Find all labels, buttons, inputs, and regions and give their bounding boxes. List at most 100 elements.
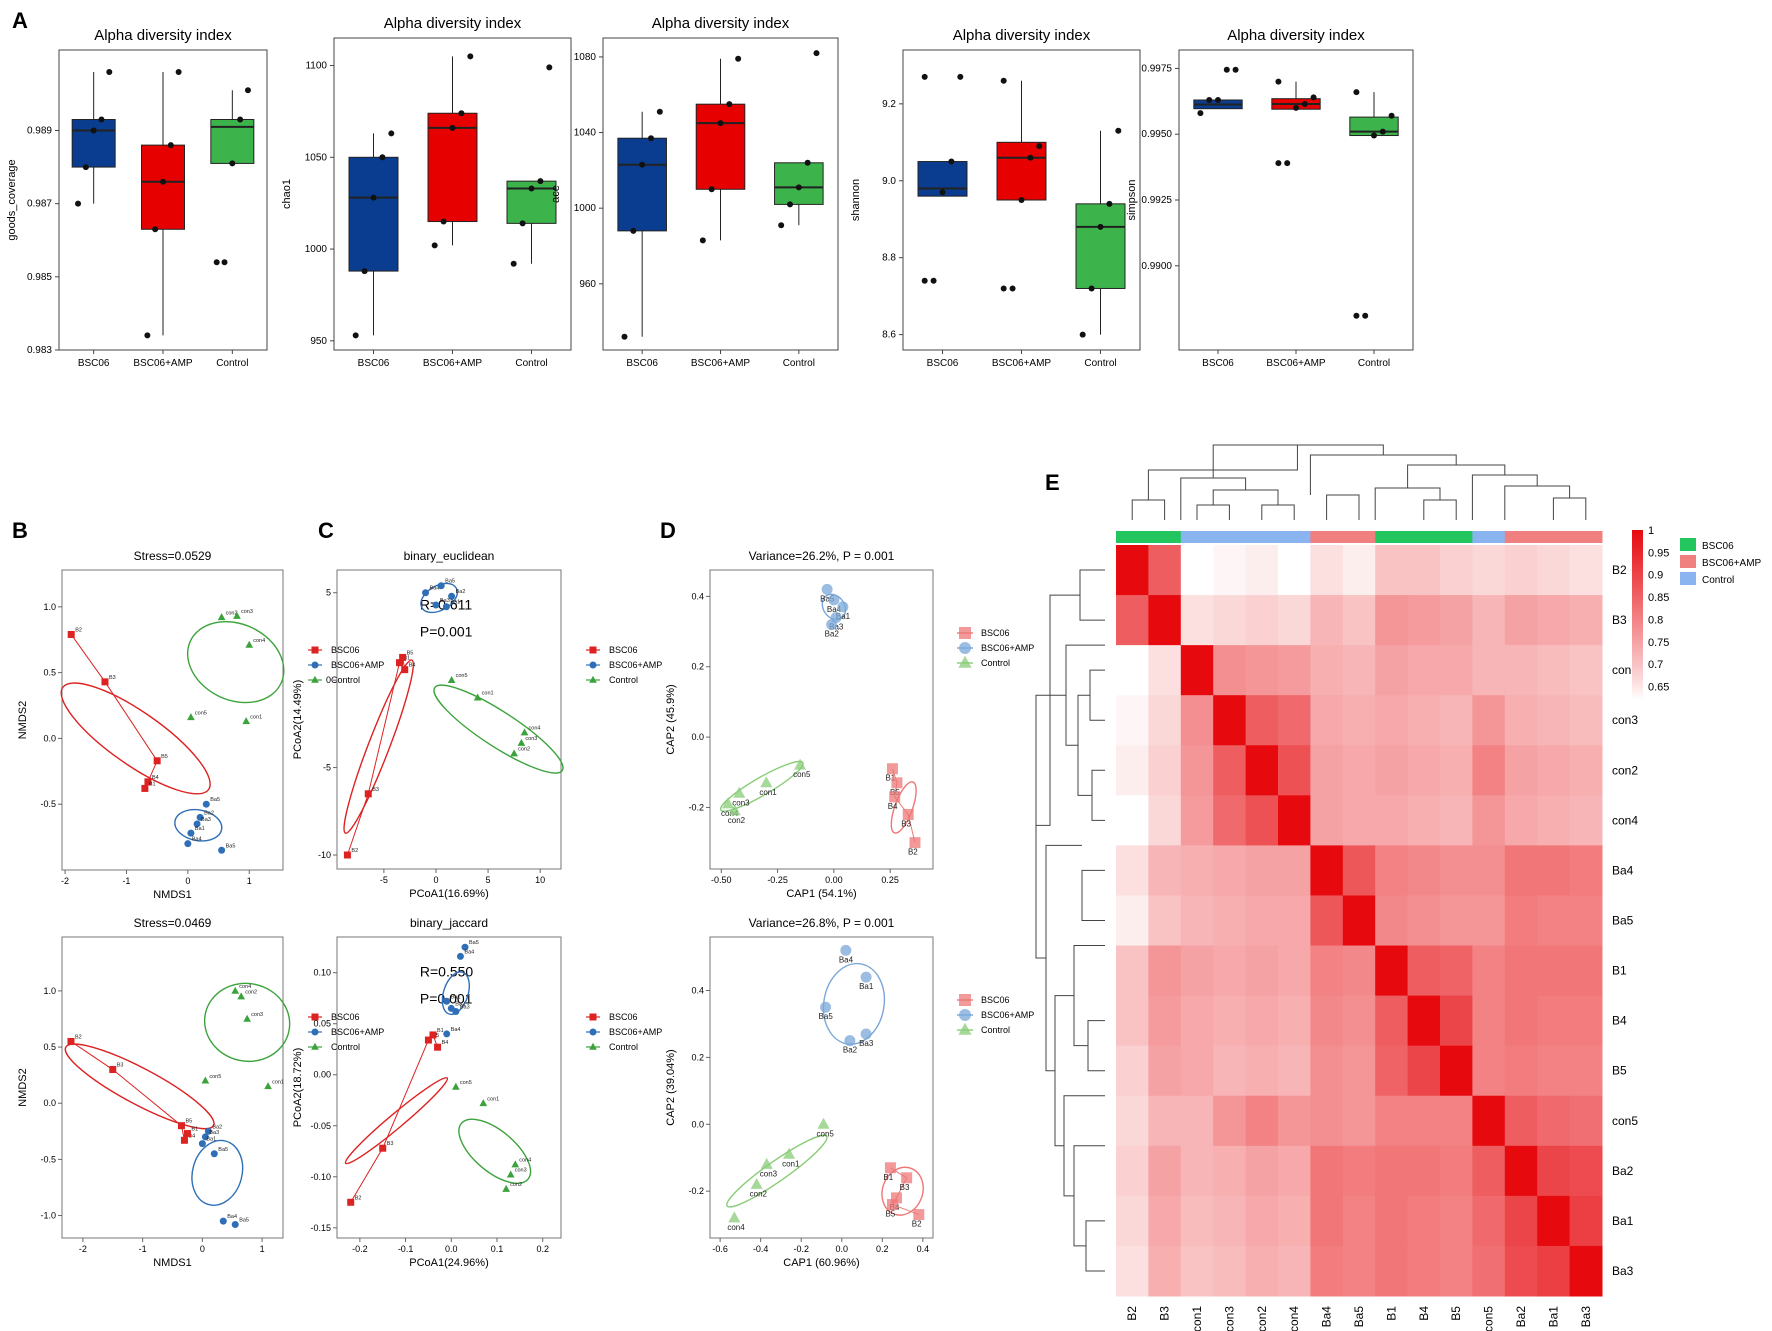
heatmap-cell <box>1504 795 1538 846</box>
heatmap-cell <box>1180 895 1214 947</box>
column-dendrogram-branch <box>1407 464 1506 488</box>
legend-label: Control <box>331 675 360 685</box>
row-label: Ba4 <box>1612 863 1634 877</box>
column-dendrogram-branch <box>1423 499 1457 520</box>
confidence-ellipse <box>186 620 285 704</box>
point-square <box>886 1199 898 1211</box>
heatmap-cell <box>1537 945 1571 997</box>
point-square <box>67 630 75 638</box>
data-point <box>1018 197 1025 203</box>
confidence-ellipse <box>726 1134 828 1208</box>
heatmap-cell <box>1180 1095 1214 1147</box>
row-label: con1 <box>1612 663 1638 677</box>
heatmap-cell <box>1148 645 1182 696</box>
column-label: con2 <box>1255 1306 1269 1331</box>
heatmap-cell <box>1569 1195 1603 1247</box>
point-label: Ba1 <box>450 600 460 606</box>
x-tick-label: 0.1 <box>491 1244 504 1254</box>
heatmap-cell <box>1375 595 1409 646</box>
heatmap-cell <box>1407 1245 1441 1297</box>
y-tick-label: 0.2 <box>691 662 704 672</box>
point-label: con1 <box>759 788 777 797</box>
legend-label: Control <box>981 658 1010 668</box>
heatmap-cell <box>1407 595 1441 646</box>
heatmap-cell <box>1148 995 1182 1047</box>
heatmap-cell <box>1440 545 1473 596</box>
heatmap-cell <box>1310 1045 1344 1097</box>
y-tick-label: -1.0 <box>40 1211 56 1221</box>
heatmap-cell <box>1472 1045 1506 1097</box>
data-point <box>939 189 946 196</box>
point-circle <box>821 583 833 595</box>
heatmap-cell <box>1213 545 1247 596</box>
point-circle <box>844 1035 856 1047</box>
legend-label: Control <box>1702 575 1734 586</box>
panel-label-c: C <box>318 518 334 543</box>
column-dendrogram-branch <box>1147 445 1298 500</box>
x-tick-label: 10 <box>535 875 545 885</box>
column-dendrogram-branch <box>1309 454 1457 495</box>
row-label: con4 <box>1612 813 1638 827</box>
point-label: Ba2 <box>455 1001 465 1007</box>
row-label: Ba3 <box>1612 1264 1634 1278</box>
heatmap-cell <box>1440 1195 1473 1247</box>
heatmap-cell <box>1116 1045 1149 1097</box>
data-point <box>167 142 174 149</box>
data-point <box>647 135 654 142</box>
point-label: B3 <box>901 819 911 828</box>
x-tick-label: BSC06+AMP <box>133 358 193 369</box>
heatmap-cell <box>1116 695 1149 746</box>
heatmap-cell <box>1407 695 1441 746</box>
point-label: B3 <box>387 1141 394 1147</box>
y-tick-label: 0.9900 <box>1141 261 1172 272</box>
heatmap-cell <box>1375 1095 1409 1147</box>
row-label: B4 <box>1612 1014 1627 1028</box>
series-line <box>346 656 406 856</box>
point-square <box>379 1144 387 1152</box>
heatmap-cell <box>1148 745 1182 796</box>
column-dendrogram-branch <box>1212 489 1279 505</box>
point-label: B1 <box>404 656 411 662</box>
point-circle <box>860 1028 872 1040</box>
data-point <box>1079 331 1086 338</box>
plot-title: Alpha diversity index <box>1227 27 1365 44</box>
row-label: B5 <box>1612 1064 1627 1078</box>
data-point <box>160 178 166 185</box>
data-point <box>82 164 89 171</box>
data-point <box>1284 160 1291 167</box>
column-dendrogram-branch <box>1212 444 1384 478</box>
legend-label: Control <box>981 1025 1010 1035</box>
point-label: con1 <box>482 691 494 697</box>
column-label: B4 <box>1417 1306 1431 1321</box>
plot-title: binary_jaccard <box>410 916 488 930</box>
x-tick-label: -0.2 <box>352 1244 368 1254</box>
y-tick-label: 8.6 <box>882 330 896 341</box>
point-label: Ba4 <box>227 1214 237 1220</box>
data-point <box>957 73 964 80</box>
y-tick-label: 1040 <box>574 128 597 139</box>
point-square <box>429 1031 437 1039</box>
point-label: con2 <box>510 1182 522 1188</box>
heatmap-cell <box>1310 1095 1344 1147</box>
heatmap-cell <box>1310 995 1344 1047</box>
heatmap-cell <box>1440 645 1473 696</box>
point-circle <box>204 1127 212 1135</box>
data-point <box>1115 127 1122 134</box>
plot-title: binary_euclidean <box>404 549 495 563</box>
point-label: con3 <box>760 1169 778 1178</box>
heatmap-cell <box>1342 645 1376 696</box>
y-tick-label: -5 <box>323 763 331 773</box>
heatmap-cell <box>1148 845 1182 896</box>
group-annotation-bar <box>1472 531 1506 543</box>
heatmap-cell <box>1472 1145 1506 1197</box>
point-label: con2 <box>518 747 530 753</box>
data-point <box>519 220 526 227</box>
point-triangle <box>589 1042 597 1050</box>
colorbar-tick-label: 1 <box>1648 525 1654 537</box>
point-label: Ba2 <box>204 810 214 816</box>
scatter-B2: Stress=0.0469 -2 -1 0 1 -1.0 -0.5 0.0 0.5 1.0 NMDS… <box>17 916 384 1269</box>
point-triangle <box>520 728 529 736</box>
data-point <box>1301 100 1308 107</box>
column-dendrogram-branch <box>1552 497 1587 520</box>
heatmap-cell <box>1440 1095 1473 1147</box>
